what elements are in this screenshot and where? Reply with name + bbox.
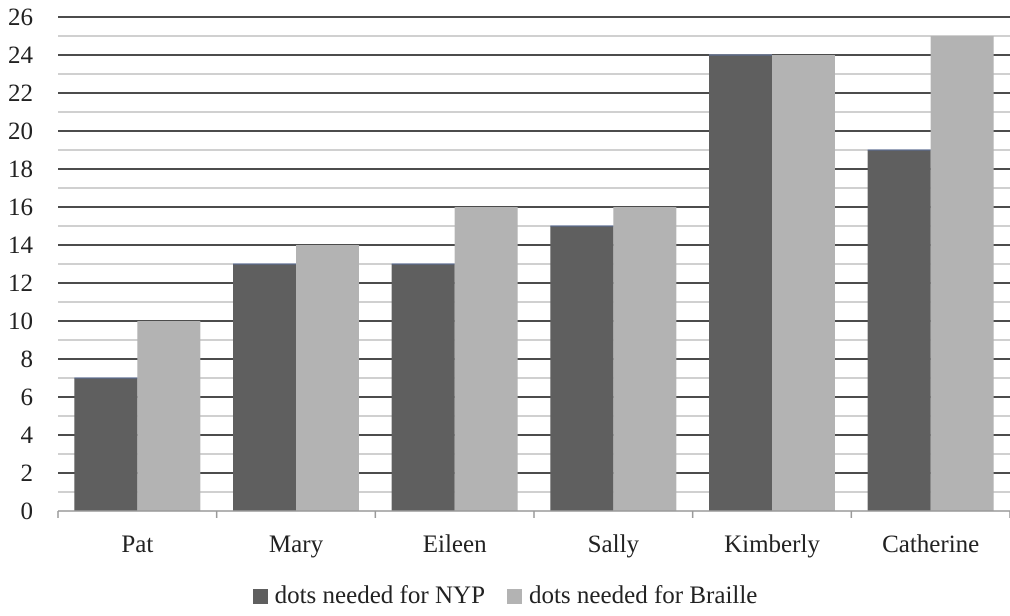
y-tick-label: 4 [21,422,34,449]
bar-nyp-kimberly [709,55,772,511]
bar-braille-catherine [930,36,994,511]
bars [74,36,994,511]
y-tick-label: 22 [8,80,33,107]
legend-label: dots needed for Braille [528,582,758,609]
y-tick-label: 6 [21,384,34,411]
y-tick-label: 12 [8,270,33,297]
y-tick-label: 16 [8,194,33,221]
x-category-label: Sally [588,531,640,558]
bar-braille-kimberly [772,55,835,511]
x-category-label: Pat [121,531,153,558]
bar-braille-eileen [454,207,518,511]
y-tick-label: 20 [8,118,33,145]
gridlines [58,16,1010,493]
bar-braille-mary [296,245,359,511]
y-tick-label: 18 [8,156,33,183]
legend-label: dots needed for NYP [274,582,485,609]
bar-nyp-mary [233,264,296,511]
bar-nyp-eileen [391,264,455,511]
x-category-label: Mary [269,531,324,558]
legend-swatch [252,588,268,604]
bar-braille-pat [137,321,201,511]
y-tick-label: 8 [21,346,34,373]
bar-nyp-pat [74,378,138,511]
x-category-label: Catherine [882,531,979,558]
legend-swatch [506,588,522,604]
bar-nyp-catherine [867,150,931,511]
bar-braille-sally [613,207,677,511]
y-tick-label: 26 [8,4,33,31]
y-tick-label: 0 [21,498,34,525]
x-category-label: Eileen [423,531,487,558]
y-tick-label: 10 [8,308,33,335]
legend-item-nyp: dots needed for NYP [252,582,485,610]
legend: dots needed for NYP dots needed for Brail… [0,578,1010,614]
y-tick-label: 24 [8,42,34,69]
legend-item-braille: dots needed for Braille [506,582,758,610]
y-tick-label: 14 [8,232,34,259]
bar-nyp-sally [550,226,614,511]
x-category-label: Kimberly [724,531,820,558]
y-tick-label: 2 [21,460,34,487]
